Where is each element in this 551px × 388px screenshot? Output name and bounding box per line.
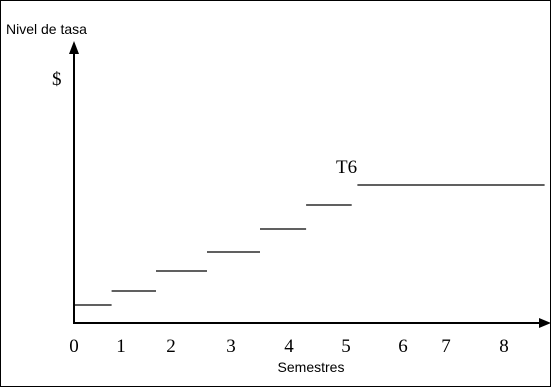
- x-tick-label-4: 4: [284, 336, 294, 357]
- y-axis-arrow: [69, 41, 79, 54]
- x-tick-label-8: 8: [499, 336, 509, 357]
- x-tick-label-0: 0: [69, 336, 79, 357]
- x-tick-labels: 0 1 2 3 4 5 6 7 8: [69, 336, 509, 357]
- figure-title: Nivel de tasa: [6, 21, 87, 37]
- x-axis-title: Semestres: [278, 359, 345, 375]
- x-tick-label-5: 5: [341, 336, 351, 357]
- x-tick-label-3: 3: [226, 336, 236, 357]
- x-tick-label-7: 7: [441, 336, 451, 357]
- axes: [69, 41, 551, 328]
- y-axis-unit: $: [52, 69, 62, 90]
- step-series: [74, 184, 545, 306]
- step-label-t6: T6: [336, 157, 357, 178]
- x-tick-label-1: 1: [116, 336, 126, 357]
- x-tick-label-6: 6: [398, 336, 408, 357]
- x-tick-label-2: 2: [166, 336, 176, 357]
- x-axis-arrow: [539, 318, 551, 328]
